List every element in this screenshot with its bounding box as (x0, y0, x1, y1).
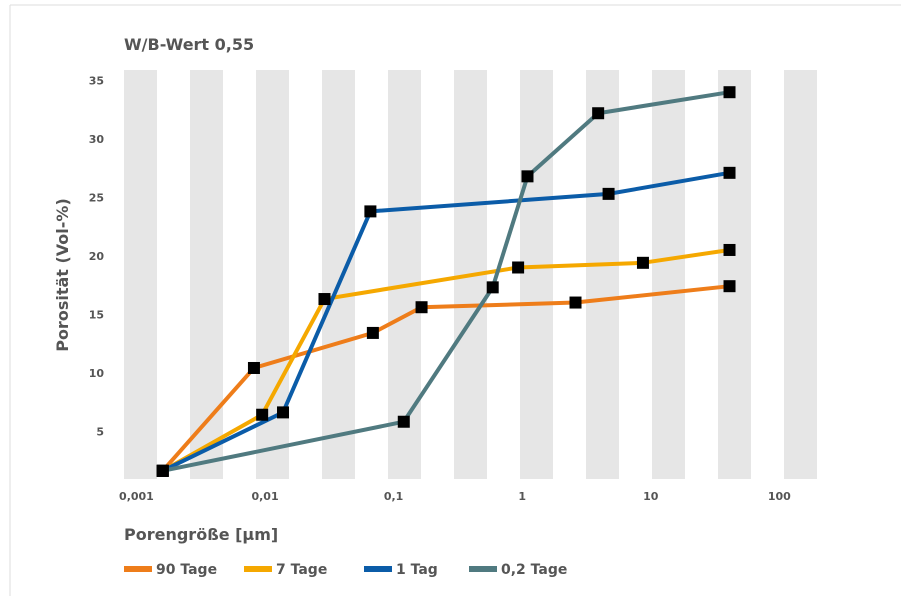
data-point (397, 415, 410, 428)
data-point (366, 326, 379, 339)
y-tick-label: 25 (89, 192, 104, 205)
data-point (156, 464, 169, 477)
y-axis-label: Porosität (Vol-%) (53, 198, 72, 352)
data-point (592, 107, 605, 120)
stripe (718, 70, 751, 479)
legend-label: 1 Tag (396, 562, 438, 578)
data-point (318, 293, 331, 306)
x-tick-label: 100 (768, 490, 791, 503)
legend-swatch (364, 566, 392, 572)
data-point (415, 301, 428, 314)
stripe (388, 70, 421, 479)
x-tick-label: 0,01 (251, 490, 278, 503)
y-tick-label: 5 (96, 425, 104, 438)
x-tick-label: 10 (643, 490, 659, 503)
y-tick-label: 35 (89, 75, 104, 88)
data-point (723, 86, 736, 99)
legend-swatch (244, 566, 272, 572)
x-tick-label: 0,001 (119, 490, 154, 503)
data-point (636, 256, 649, 269)
stripe (322, 70, 355, 479)
legend-label: 0,2 Tage (501, 562, 567, 578)
x-axis-label: Porengröße [µm] (124, 525, 278, 544)
data-point (723, 166, 736, 179)
stripe (652, 70, 685, 479)
stripe (520, 70, 553, 479)
y-tick-label: 20 (89, 250, 105, 263)
data-point (602, 187, 615, 200)
data-point (277, 406, 290, 419)
x-tick-label: 0,1 (384, 490, 404, 503)
y-tick-label: 15 (89, 308, 104, 321)
data-point (723, 280, 736, 293)
data-point (256, 408, 269, 421)
chart-title: W/B-Wert 0,55 (124, 35, 254, 54)
y-tick-label: 30 (89, 133, 105, 146)
stripe (784, 70, 817, 479)
data-point (723, 243, 736, 256)
background-stripes (124, 70, 817, 479)
legend-swatch (469, 566, 497, 572)
data-point (512, 261, 525, 274)
legend-swatch (124, 566, 152, 572)
legend-label: 90 Tage (156, 562, 217, 578)
stripe (586, 70, 619, 479)
series-line (162, 90, 730, 473)
data-point (521, 170, 534, 183)
series-line (161, 170, 730, 473)
x-tick-label: 1 (518, 490, 526, 503)
data-point (364, 205, 377, 218)
data-point (569, 296, 582, 309)
series-line (161, 284, 730, 473)
y-tick-label: 10 (89, 367, 105, 380)
legend-label: 7 Tage (276, 562, 327, 578)
stripe (124, 70, 157, 479)
stripe (190, 70, 223, 479)
series-line (161, 247, 730, 473)
data-point (486, 281, 499, 294)
data-point (247, 361, 260, 374)
